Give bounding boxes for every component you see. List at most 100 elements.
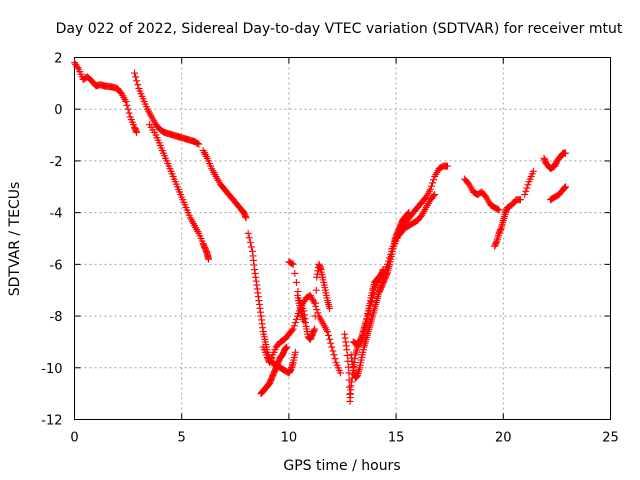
data-point [331, 355, 339, 363]
y-tick-label: -6 [50, 258, 63, 273]
x-tick-labels: 0 5 10 15 20 25 [70, 431, 618, 446]
x-tick-label: 25 [602, 431, 619, 446]
data-point [122, 97, 130, 105]
data-point [327, 339, 335, 347]
axis-ticks [74, 57, 611, 420]
data-point [326, 335, 334, 343]
data-point [194, 139, 202, 147]
series-i [293, 291, 308, 325]
data-point [330, 351, 338, 359]
y-tick-label: 0 [54, 103, 62, 118]
data-point [291, 319, 299, 327]
series-b [131, 69, 203, 148]
data-point [426, 185, 434, 193]
data-point [360, 328, 368, 336]
data-point [366, 302, 374, 310]
data-point [288, 326, 296, 334]
data-point [357, 337, 365, 345]
data-point [311, 325, 319, 333]
series-a [71, 59, 141, 136]
data-point [516, 196, 524, 204]
data-point [246, 238, 254, 246]
data-point [132, 73, 140, 81]
data-point [385, 257, 393, 265]
data-point [205, 255, 212, 263]
data-point [336, 369, 344, 377]
data-point [291, 348, 299, 356]
data-point [529, 167, 537, 175]
data-point [247, 243, 255, 251]
y-axis-label: SDTVAR / TECUs [7, 182, 23, 297]
y-tick-label: -10 [41, 362, 62, 377]
x-tick-label: 20 [495, 431, 512, 446]
y-tick-label: 2 [54, 52, 62, 67]
series-r [546, 183, 569, 204]
series-c [146, 121, 212, 263]
data-point [444, 162, 452, 170]
data-point [495, 206, 503, 214]
data-point [313, 306, 321, 314]
series-m [388, 191, 439, 253]
series-n [461, 175, 503, 214]
data-point [363, 315, 371, 323]
data-point [131, 69, 139, 77]
data-point [328, 343, 336, 351]
data-point [364, 311, 372, 319]
data-point [361, 324, 369, 332]
data-point [561, 149, 569, 157]
data-point [312, 299, 320, 307]
data-point [427, 182, 435, 190]
data-point [429, 179, 437, 187]
y-tick-label: -12 [41, 414, 62, 429]
data-point [561, 183, 569, 191]
grid-lines [74, 57, 611, 420]
data-point [523, 184, 531, 192]
data-point [494, 205, 502, 213]
chart-title: Day 022 of 2022, Sidereal Day-to-day VTE… [56, 21, 623, 37]
data-point [387, 251, 395, 259]
data-point [358, 335, 366, 343]
y-tick-label: -2 [50, 155, 63, 170]
data-point [365, 306, 373, 314]
series-p [521, 167, 537, 199]
data-point [125, 109, 133, 117]
data-point [386, 254, 394, 262]
data-point [300, 317, 308, 325]
series-d [199, 147, 250, 222]
x-axis-label: GPS time / hours [283, 458, 400, 474]
y-tick-labels: 2 0 -2 -4 -6 -8 -10 -12 [41, 52, 62, 429]
data-point [378, 272, 386, 280]
data-point [292, 315, 300, 323]
data-point [311, 312, 319, 320]
series-q [540, 149, 569, 173]
data-point [289, 325, 297, 333]
y-tick-label: -8 [50, 310, 63, 325]
y-tick-label: -4 [50, 207, 63, 222]
data-point [245, 234, 253, 242]
data-points [71, 59, 569, 405]
data-point [329, 347, 337, 355]
data-point [384, 260, 392, 268]
data-point [288, 260, 296, 268]
plot-frame [74, 57, 611, 420]
data-point [133, 77, 141, 85]
data-point [133, 128, 141, 136]
data-point [290, 322, 298, 330]
data-point [521, 191, 529, 199]
series-f [257, 343, 291, 398]
data-point [430, 176, 438, 184]
x-tick-label: 10 [281, 431, 298, 446]
data-point [291, 269, 299, 277]
data-point [74, 64, 82, 72]
data-point [431, 191, 439, 199]
data-point [124, 105, 132, 113]
data-point [134, 81, 142, 89]
x-tick-label: 0 [70, 431, 78, 446]
data-point [359, 331, 367, 339]
data-point [430, 192, 438, 200]
data-point [195, 140, 203, 148]
data-point [326, 304, 334, 312]
series-o [491, 196, 524, 250]
